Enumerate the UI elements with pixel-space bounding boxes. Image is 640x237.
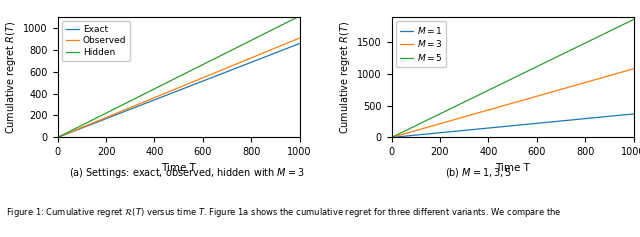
Line: $M = 3$: $M = 3$ [392,69,634,137]
$M = 1$ [502,125,510,128]
Exact [185,85,193,88]
$M = 5$ [630,18,637,21]
Line: Hidden: Hidden [58,16,300,137]
$M = 5$ [624,21,632,24]
Observed [170,88,178,91]
$M = 5$ [532,66,540,69]
Hidden [170,78,178,81]
Y-axis label: Cumulative regret $R(T)$: Cumulative regret $R(T)$ [338,20,352,134]
Observed [169,89,177,92]
Text: (a) Settings: exact, observed, hidden with $M = 3$: (a) Settings: exact, observed, hidden wi… [69,166,305,180]
Hidden [290,18,298,20]
$M = 5$ [388,136,396,139]
$M = 5$ [586,39,594,42]
Exact [296,42,303,45]
Exact [290,44,298,47]
$M = 3$ [532,95,540,98]
Observed [185,82,193,85]
$M = 1$ [504,125,512,128]
X-axis label: Time T: Time T [495,163,530,173]
$M = 5$ [504,79,512,82]
Legend: Exact, Observed, Hidden: Exact, Observed, Hidden [62,21,130,61]
Exact [170,91,178,94]
$M = 5$ [518,72,526,75]
$M = 1$ [532,122,540,125]
$M = 1$ [624,113,632,116]
Hidden [169,78,177,81]
Observed [252,55,260,57]
$M = 3$ [586,80,594,82]
Text: (b) $M = 1, 3, 5$: (b) $M = 1, 3, 5$ [445,166,512,179]
$M = 3$ [502,103,510,106]
$M = 1$ [388,136,396,139]
Line: Observed: Observed [58,38,300,137]
Hidden [185,70,193,73]
Hidden [252,36,260,39]
Exact [54,136,61,139]
Observed [54,136,61,139]
$M = 1$ [586,117,594,120]
$M = 3$ [504,103,512,106]
$M = 3$ [388,136,396,139]
Observed [290,39,298,42]
$M = 1$ [630,113,637,115]
Line: $M = 1$: $M = 1$ [392,114,634,137]
Hidden [54,136,61,139]
Exact [252,59,260,62]
Observed [296,36,303,39]
Line: $M = 5$: $M = 5$ [392,19,634,137]
$M = 3$ [630,67,637,70]
$M = 5$ [502,80,510,83]
Exact [169,91,177,94]
Hidden [198,64,205,67]
Observed [198,77,205,80]
X-axis label: Time T: Time T [161,163,196,173]
$M = 3$ [518,99,526,102]
Text: Figure 1: Cumulative regret $\mathcal{R}(T)$ versus time $T$. Figure 1a shows th: Figure 1: Cumulative regret $\mathcal{R}… [6,206,562,219]
Exact [198,80,205,83]
$M = 1$ [518,123,526,126]
Legend: $M = 1$, $M = 3$, $M = 5$: $M = 1$, $M = 3$, $M = 5$ [396,21,446,67]
Y-axis label: Cumulative regret $R(T)$: Cumulative regret $R(T)$ [4,20,18,134]
Hidden [296,15,303,18]
Line: Exact: Exact [58,44,300,137]
$M = 3$ [624,69,632,72]
